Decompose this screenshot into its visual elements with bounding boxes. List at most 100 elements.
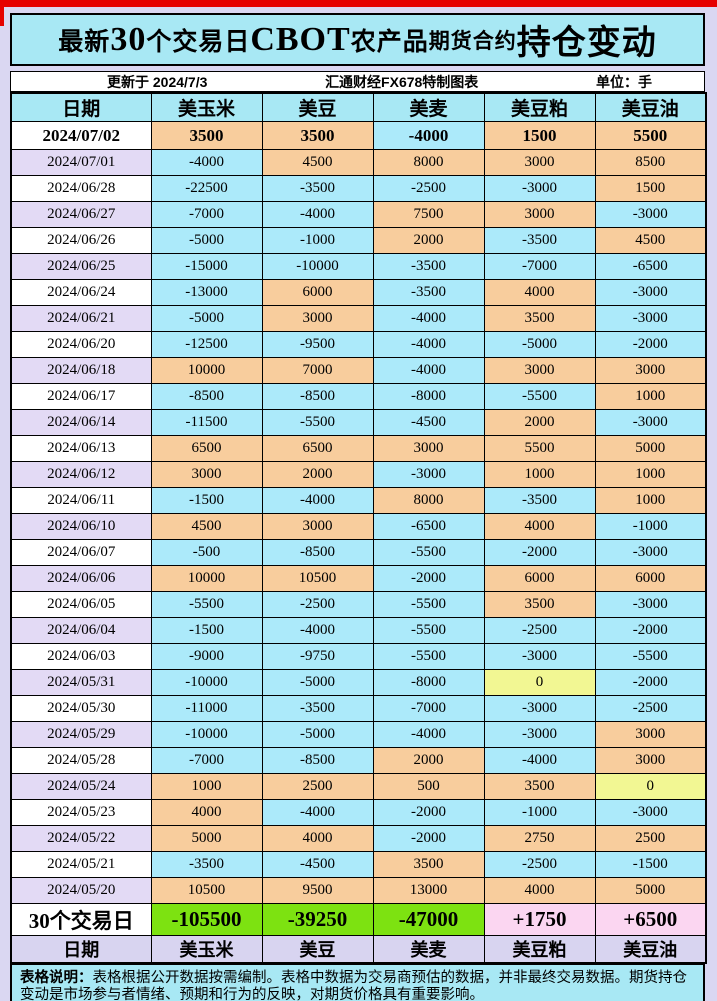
value-cell: -7000 xyxy=(483,253,596,280)
date-cell: 2024/06/03 xyxy=(10,643,152,670)
value-cell: -3000 xyxy=(594,591,707,618)
table-row: 2024/06/03 -9000 -9750 -5500 -3000 -5500 xyxy=(10,643,707,670)
footer-column-header: 美麦 xyxy=(372,935,485,964)
value-cell: -3000 xyxy=(483,721,596,748)
value-cell: 1500 xyxy=(594,175,707,202)
value-cell: 4000 xyxy=(150,799,263,826)
note-table-description: 表格说明：表格根据公开数据按需编制。表格中数据为交易商预估的数据，并非最终交易数… xyxy=(20,970,695,1001)
title-segment: 期货合约 xyxy=(428,28,517,53)
table-row: 2024/05/23 4000 -4000 -2000 -1000 -3000 xyxy=(10,799,707,826)
value-cell: 2000 xyxy=(372,747,485,774)
value-cell: -9000 xyxy=(150,643,263,670)
table-row: 2024/06/11 -1500 -4000 8000 -3500 1000 xyxy=(10,487,707,514)
value-cell: -2500 xyxy=(261,591,374,618)
title-segment: 个交易日 xyxy=(146,28,251,56)
date-cell: 2024/05/22 xyxy=(10,825,152,852)
value-cell: -4000 xyxy=(372,331,485,358)
value-cell: -2000 xyxy=(594,617,707,644)
value-cell: -8500 xyxy=(261,539,374,566)
value-cell: -5000 xyxy=(150,227,263,254)
title-segment: CBOT xyxy=(250,20,351,58)
value-cell: -3500 xyxy=(150,851,263,878)
value-cell: 3000 xyxy=(483,357,596,384)
value-cell: -3000 xyxy=(594,201,707,228)
value-cell: -3500 xyxy=(372,253,485,280)
subheader-bar: 更新于 2024/7/3 汇通财经FX678特制图表 单位：手 xyxy=(10,71,705,92)
header-row: 日期 美玉米 美豆 美麦 美豆粕 美豆油 xyxy=(10,92,707,122)
date-cell: 2024/05/21 xyxy=(10,851,152,878)
table-row: 2024/05/30 -11000 -3500 -7000 -3000 -2500 xyxy=(10,695,707,722)
value-cell: -2000 xyxy=(483,539,596,566)
value-cell: 3000 xyxy=(372,435,485,462)
footer-column-header: 日期 xyxy=(10,935,152,964)
date-cell: 2024/06/26 xyxy=(10,227,152,254)
value-cell: -5000 xyxy=(261,721,374,748)
date-cell: 2024/05/28 xyxy=(10,747,152,774)
table-row: 2024/07/01 -4000 4500 8000 3000 8500 xyxy=(10,149,707,176)
value-cell: 9500 xyxy=(261,877,374,904)
value-cell: 3000 xyxy=(261,513,374,540)
value-cell: -3500 xyxy=(483,227,596,254)
date-cell: 2024/05/29 xyxy=(10,721,152,748)
table-row: 2024/06/17 -8500 -8500 -8000 -5500 1000 xyxy=(10,383,707,410)
value-cell: 2000 xyxy=(261,461,374,488)
page-title: 最新 30 个交易日 CBOT 农产品 期货合约 持仓变动 xyxy=(10,13,705,66)
value-cell: -15000 xyxy=(150,253,263,280)
value-cell: 13000 xyxy=(372,877,485,904)
value-cell: -3000 xyxy=(594,409,707,436)
table-row: 2024/06/20 -12500 -9500 -4000 -5000 -2000 xyxy=(10,331,707,358)
value-cell: -7000 xyxy=(150,201,263,228)
value-cell: -1500 xyxy=(150,617,263,644)
value-cell: -9750 xyxy=(261,643,374,670)
table-row: 2024/06/24 -13000 6000 -3500 4000 -3000 xyxy=(10,279,707,306)
value-cell: -3500 xyxy=(483,487,596,514)
value-cell: -3000 xyxy=(483,175,596,202)
value-cell: -5500 xyxy=(372,591,485,618)
summary-value-cell: -105500 xyxy=(150,903,263,936)
value-cell: 2000 xyxy=(483,409,596,436)
table-row: 2024/06/12 3000 2000 -3000 1000 1000 xyxy=(10,461,707,488)
value-cell: 3000 xyxy=(483,149,596,176)
table-row: 2024/06/05 -5500 -2500 -5500 3500 -3000 xyxy=(10,591,707,618)
value-cell: -1000 xyxy=(594,513,707,540)
footer-column-header: 美玉米 xyxy=(150,935,263,964)
value-cell: 4500 xyxy=(594,227,707,254)
table-row: 2024/05/20 10500 9500 13000 4000 5000 xyxy=(10,877,707,904)
value-cell: 6500 xyxy=(150,435,263,462)
value-cell: 3500 xyxy=(483,305,596,332)
value-cell: -2000 xyxy=(372,565,485,592)
value-cell: -500 xyxy=(150,539,263,566)
value-cell: -11500 xyxy=(150,409,263,436)
date-cell: 2024/06/12 xyxy=(10,461,152,488)
value-cell: 4000 xyxy=(483,279,596,306)
value-cell: -3000 xyxy=(483,695,596,722)
value-cell: -3500 xyxy=(372,279,485,306)
value-cell: -7000 xyxy=(150,747,263,774)
source-label: 汇通财经FX678特制图表 xyxy=(325,73,479,90)
value-cell: -5000 xyxy=(483,331,596,358)
date-cell: 2024/06/13 xyxy=(10,435,152,462)
column-header: 美豆油 xyxy=(594,92,707,122)
date-cell: 2024/06/24 xyxy=(10,279,152,306)
value-cell: -9500 xyxy=(261,331,374,358)
table-head: 日期 美玉米 美豆 美麦 美豆粕 美豆油 xyxy=(10,92,707,122)
column-header: 美玉米 xyxy=(150,92,263,122)
value-cell: -5500 xyxy=(483,383,596,410)
top-red-strip xyxy=(0,0,717,7)
table-row: 2024/06/13 6500 6500 3000 5500 5000 xyxy=(10,435,707,462)
table-row: 2024/06/27 -7000 -4000 7500 3000 -3000 xyxy=(10,201,707,228)
value-cell: -4000 xyxy=(261,799,374,826)
date-cell: 2024/06/25 xyxy=(10,253,152,280)
value-cell: -1000 xyxy=(483,799,596,826)
value-cell: -6500 xyxy=(372,513,485,540)
value-cell: -22500 xyxy=(150,175,263,202)
table-row: 2024/05/21 -3500 -4500 3500 -2500 -1500 xyxy=(10,851,707,878)
value-cell: 3500 xyxy=(372,851,485,878)
table-row: 2024/05/28 -7000 -8500 2000 -4000 3000 xyxy=(10,747,707,774)
value-cell: -4000 xyxy=(150,149,263,176)
value-cell: -11000 xyxy=(150,695,263,722)
value-cell: -1500 xyxy=(150,487,263,514)
value-cell: -4000 xyxy=(483,747,596,774)
value-cell: 8000 xyxy=(372,487,485,514)
